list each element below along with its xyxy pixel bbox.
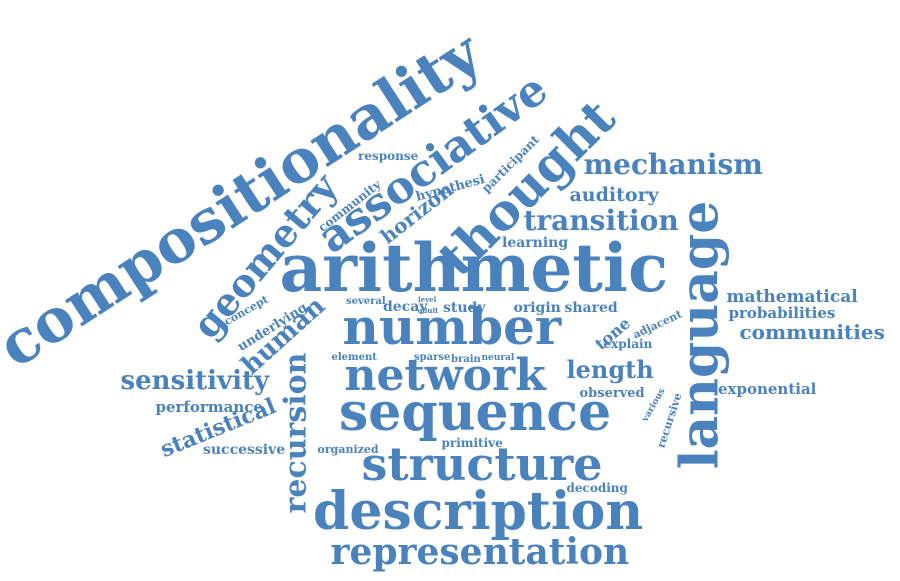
word: probabilities (728, 303, 836, 322)
word: origin (513, 300, 561, 316)
word: auditory (569, 183, 659, 206)
word: adult (418, 305, 439, 315)
word: neural (481, 352, 515, 363)
word: primitive (441, 436, 503, 450)
word: sequence (339, 382, 612, 443)
word: exponential (718, 379, 817, 398)
word: organized (317, 442, 379, 456)
word: shared (564, 300, 618, 316)
word: response (358, 149, 419, 163)
word: decoding (566, 481, 628, 495)
word: level (418, 294, 437, 304)
word: mechanism (583, 148, 763, 181)
word: performance (155, 397, 263, 416)
word: study (443, 300, 486, 316)
word: successive (203, 442, 286, 458)
word: network (344, 350, 546, 401)
word: communities (739, 320, 885, 344)
word: mathematical (726, 286, 858, 307)
word: transition (523, 204, 679, 237)
word: length (566, 355, 654, 384)
word: brain (451, 354, 481, 365)
word: structure (361, 437, 603, 491)
word: number (342, 297, 562, 356)
word: sparse (414, 352, 451, 363)
word: arithmetic (279, 229, 669, 307)
word: explain (603, 337, 653, 351)
word: recursion (277, 352, 313, 514)
word: representation (330, 531, 630, 573)
word: element (331, 352, 377, 363)
word: language (668, 200, 730, 470)
word: several (346, 296, 386, 307)
word: learning (502, 235, 569, 251)
word: description (313, 481, 644, 542)
word: observed (579, 385, 645, 401)
word: sensitivity (120, 366, 270, 396)
word: decay (383, 299, 428, 315)
